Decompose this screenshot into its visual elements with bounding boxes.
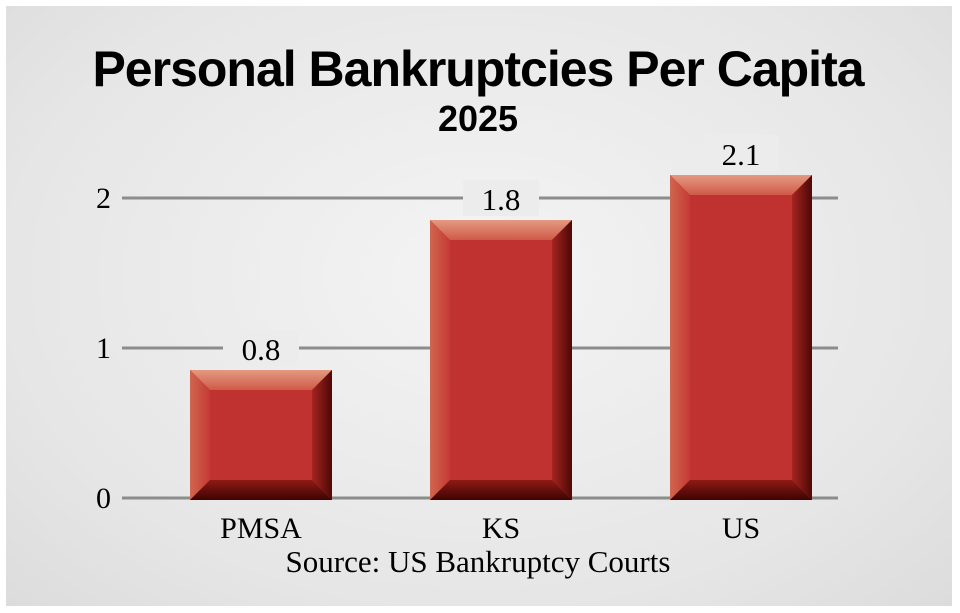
bar-bevel-top — [190, 370, 332, 390]
value-label: 2.1 — [722, 137, 761, 172]
bar-bevel-top — [430, 220, 572, 240]
bar-body — [430, 220, 572, 500]
bar-bevel-bottom — [430, 480, 572, 500]
value-label-bg — [703, 135, 779, 171]
bar-us: 2.1 US — [670, 135, 812, 545]
y-tick-label: 1 — [96, 332, 111, 365]
y-tick-label: 2 — [96, 182, 111, 215]
category-label: PMSA — [220, 512, 302, 545]
value-label-bg — [223, 330, 299, 366]
bar-body — [190, 370, 332, 500]
bar-bevel-left — [430, 220, 450, 500]
chart-title: Personal Bankruptcies Per Capita — [92, 41, 865, 97]
chart-subtitle: 2025 — [438, 98, 518, 139]
bar-bevel-right — [552, 220, 572, 500]
category-label: KS — [482, 512, 520, 545]
y-tick-label: 0 — [96, 482, 111, 515]
category-label: US — [722, 512, 760, 545]
source-note: Source: US Bankruptcy Courts — [286, 544, 671, 579]
bar-bevel-right — [312, 370, 332, 500]
value-label: 1.8 — [482, 182, 521, 217]
bar-bevel-right — [792, 175, 812, 500]
bar-pmsa: 0.8 PMSA — [190, 330, 332, 545]
bar-ks: 1.8 KS — [430, 180, 572, 545]
value-label: 0.8 — [242, 332, 281, 367]
bar-bevel-bottom — [190, 480, 332, 500]
bar-body — [670, 175, 812, 500]
bar-bevel-left — [670, 175, 690, 500]
bar-bevel-left — [190, 370, 210, 500]
value-label-bg — [463, 180, 539, 216]
bar-bevel-bottom — [670, 480, 812, 500]
bar-bevel-top — [670, 175, 812, 195]
